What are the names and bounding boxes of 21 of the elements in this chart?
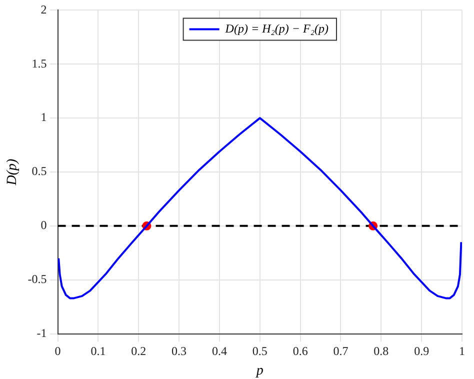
- x-tick-label: 0.4: [212, 344, 227, 358]
- x-tick-label: 1: [459, 344, 465, 358]
- x-axis-title: p: [255, 363, 264, 378]
- y-tick-label: 0: [40, 218, 47, 232]
- y-tick-label: 1: [40, 110, 47, 124]
- y-axis-title: D(p): [5, 158, 20, 186]
- y-tick-label: -0.5: [28, 272, 47, 286]
- x-tick-label: 0.3: [172, 344, 187, 358]
- y-tick-label: 0.5: [32, 164, 47, 178]
- x-tick-label: 0.9: [414, 344, 430, 358]
- legend-label: D(p) = H₂(p) − F₂(p): [224, 21, 328, 36]
- x-tick-label: 0.7: [333, 344, 348, 358]
- y-tick-label: 2: [40, 2, 47, 16]
- x-tick-label: 0.8: [374, 344, 389, 358]
- x-tick-label: 0: [54, 344, 61, 358]
- x-tick-label: 0.5: [252, 344, 268, 358]
- x-tick-label: 0.2: [131, 344, 146, 358]
- x-tick-label: 0.6: [292, 344, 308, 358]
- y-tick-label: 1.5: [32, 56, 47, 70]
- x-tick-label: 0.1: [90, 344, 106, 358]
- y-tick-label: -1: [36, 326, 47, 340]
